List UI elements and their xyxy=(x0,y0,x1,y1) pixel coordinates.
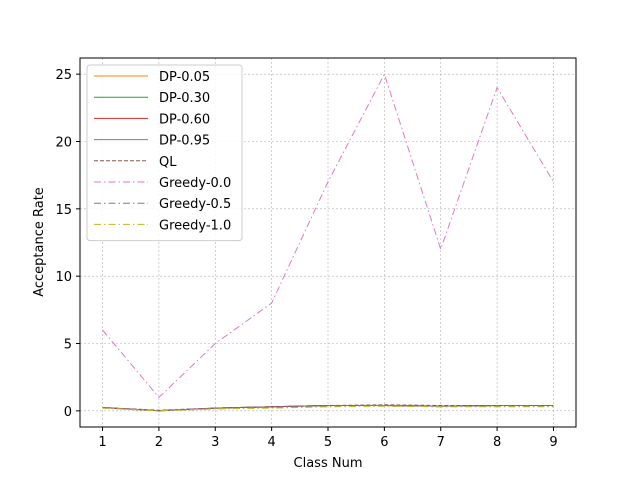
legend-label: DP-0.60 xyxy=(159,112,210,127)
y-tick-label: 20 xyxy=(55,135,72,150)
legend-label: Greedy-0.0 xyxy=(159,176,231,191)
legend-label: DP-0.30 xyxy=(159,91,210,106)
x-tick-label: 2 xyxy=(155,435,163,450)
x-tick-label: 1 xyxy=(98,435,106,450)
x-tick-label: 7 xyxy=(437,435,445,450)
series-lines xyxy=(102,72,554,412)
x-tick-label: 9 xyxy=(549,435,557,450)
y-tick-label: 15 xyxy=(55,203,72,218)
axis-ticks: 1 2 3 4 5 6 7 8 9 0 5 10 15 20 25 xyxy=(55,68,557,450)
x-tick-label: 8 xyxy=(493,435,501,450)
y-tick-label: 25 xyxy=(55,68,72,83)
y-tick-label: 5 xyxy=(64,338,72,353)
legend-label: Greedy-1.0 xyxy=(159,218,231,233)
x-tick-label: 4 xyxy=(267,435,275,450)
x-tick-label: 5 xyxy=(324,435,332,450)
legend-label: DP-0.95 xyxy=(159,134,210,149)
y-tick-label: 0 xyxy=(64,405,72,420)
legend: DP-0.05 DP-0.30 DP-0.60 DP-0.95 QL Greedy-0.0… xyxy=(86,64,243,242)
x-axis-label: Class Num xyxy=(294,456,363,471)
series-line-greedy-0-0 xyxy=(102,72,554,399)
series-line-greedy-1-0 xyxy=(102,405,554,412)
x-tick-label: 6 xyxy=(380,435,388,450)
y-tick-label: 10 xyxy=(55,270,72,285)
legend-box xyxy=(86,64,243,242)
series-line-ql xyxy=(102,404,554,411)
legend-label: Greedy-0.5 xyxy=(159,197,231,212)
x-tick-label: 3 xyxy=(211,435,219,450)
legend-label: QL xyxy=(159,155,177,170)
y-axis-label: Acceptance Rate xyxy=(32,187,47,297)
legend-label: DP-0.05 xyxy=(159,70,210,85)
